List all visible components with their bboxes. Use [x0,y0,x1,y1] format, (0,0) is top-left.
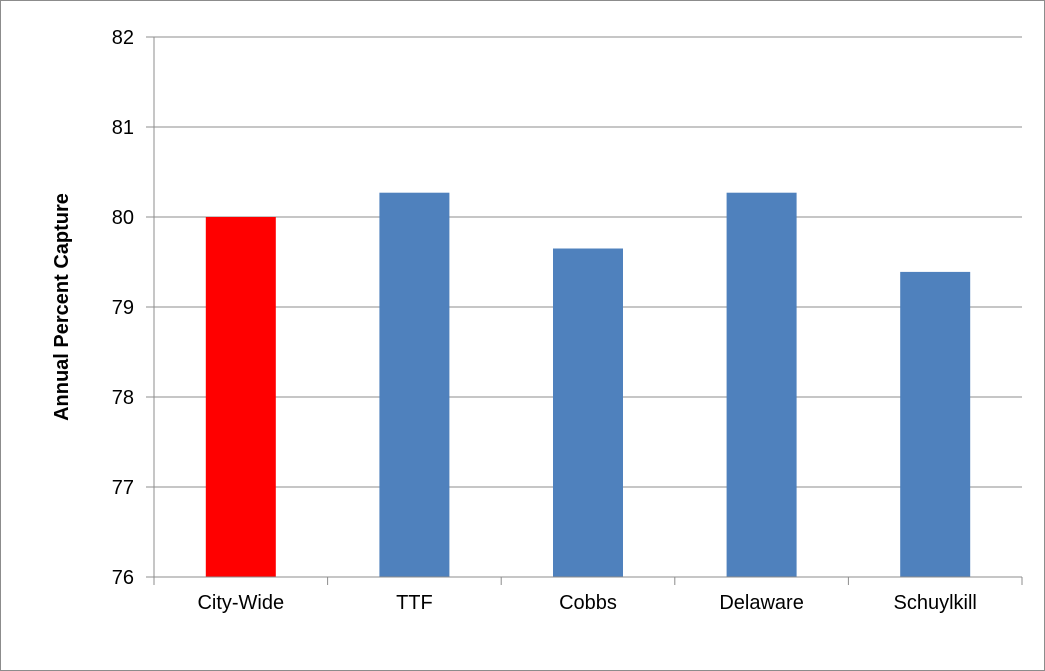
x-tick-labels: City-Wide TTF Cobbs Delaware Schuylkill [197,592,976,614]
bar-city-wide [205,217,276,577]
y-tick-labels: 76 77 78 79 80 81 82 [112,27,134,589]
x-tick-label: Schuylkill [894,592,977,614]
y-tick-label: 79 [112,297,134,319]
y-tick-label: 81 [112,117,134,139]
x-tick-label: City-Wide [197,592,284,614]
bar-cobbs [553,248,623,577]
y-tick-label: 76 [112,567,134,589]
x-tick-label: Delaware [719,592,803,614]
x-tick-label: TTF [396,592,433,614]
y-tick-label: 77 [112,477,134,499]
bar-schuylkill [900,271,971,577]
axes [146,36,1023,585]
y-axis-label: Annual Percent Capture [51,193,73,421]
y-tick-label: 82 [112,27,134,49]
gridlines [154,36,1022,488]
bar-ttf [379,192,450,577]
x-tick-label: Cobbs [559,592,617,614]
bar-delaware [726,192,797,577]
y-tick-label: 78 [112,387,134,409]
bars [205,192,971,577]
y-tick-label: 80 [112,207,134,229]
